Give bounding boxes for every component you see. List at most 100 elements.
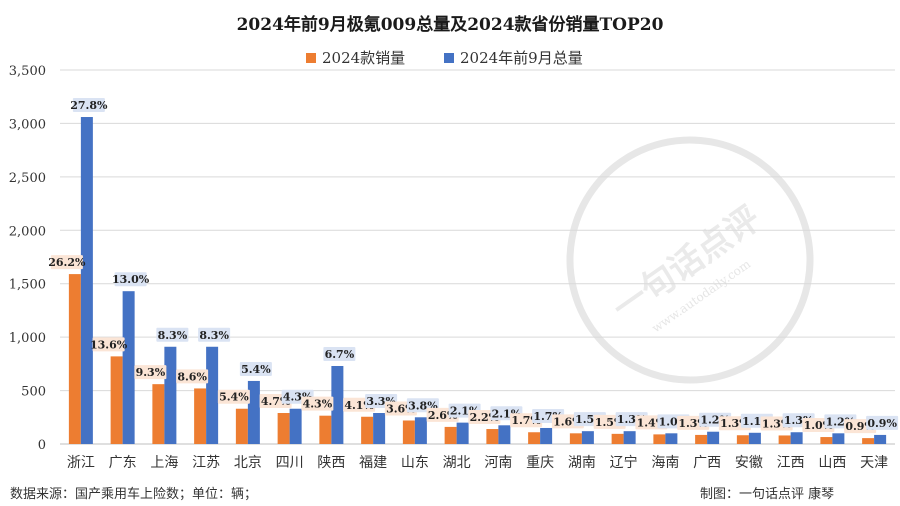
bar-total <box>498 425 511 444</box>
bar-total <box>581 431 594 444</box>
data-label-bg <box>176 369 209 384</box>
data-label-2024-model: 13.6% <box>90 338 128 351</box>
bar-total <box>790 432 803 444</box>
bar-2024-model <box>319 415 332 444</box>
data-label-2024-model: 4.3% <box>303 398 333 411</box>
data-label-total: 0.9% <box>867 417 897 430</box>
y-tick-label: 2,500 <box>9 171 46 186</box>
bar-2024-model <box>820 437 833 444</box>
data-label-bg <box>72 98 105 113</box>
data-labels: 26.2% 27.8% 13.6% 13.0% 9.3% 8.3% 8.6% 8.3% 5.4%… <box>48 98 899 434</box>
bar-total <box>331 365 344 444</box>
bar-total <box>540 427 553 444</box>
bar-2024-model <box>736 435 749 444</box>
footer-source: 数据来源：国产乘用车上险数；单位：辆； <box>10 486 257 502</box>
x-category-label: 天津 <box>860 455 888 471</box>
data-label-bg <box>239 361 272 376</box>
bar-2024-model <box>444 426 457 444</box>
data-label-total: 13.0% <box>112 273 150 286</box>
data-label-bg <box>866 415 899 430</box>
data-label-bg <box>198 327 231 342</box>
data-label-2024-model: 8.6% <box>177 370 207 383</box>
bar-total <box>289 408 302 444</box>
chart-title: 2024年前9月极氪009总量及2024款省份销量TOP20 <box>237 14 664 35</box>
legend-label-2024-model: 2024款销量 <box>322 49 405 67</box>
x-category-label: 广西 <box>693 455 721 471</box>
bar-total <box>80 117 93 444</box>
x-category-label: 安徽 <box>735 455 763 471</box>
x-category-label: 四川 <box>276 455 304 471</box>
footer-credit: 制图：一句话点评 康琴 <box>700 486 834 502</box>
data-label-2024-model: 26.2% <box>48 256 86 269</box>
bar-total <box>748 432 761 444</box>
data-label-total: 6.7% <box>325 348 355 361</box>
x-category-label: 上海 <box>150 455 178 471</box>
data-label-total: 8.3% <box>158 329 188 342</box>
bar-total <box>874 434 887 444</box>
grid-lines <box>60 69 895 445</box>
legend-label-total: 2024年前9月总量 <box>460 49 583 67</box>
bar-2024-model <box>402 420 415 444</box>
legend-swatch-2024-model <box>306 53 316 63</box>
y-tick-label: 2,000 <box>9 224 46 239</box>
x-category-label: 辽宁 <box>610 454 638 471</box>
y-tick-label: 1,000 <box>9 331 46 346</box>
x-category-label: 浙江 <box>67 455 95 471</box>
bars <box>68 117 887 444</box>
x-category-label: 湖北 <box>443 455 471 471</box>
bar-total <box>665 433 678 444</box>
bar-2024-model <box>862 438 875 444</box>
x-category-label: 山西 <box>818 455 846 471</box>
data-label-2024-model: 5.4% <box>219 391 249 404</box>
data-label-total: 27.8% <box>70 99 108 112</box>
x-category-label: 江苏 <box>192 455 220 471</box>
data-label-total: 5.4% <box>241 363 271 376</box>
data-label-2024-model: 9.3% <box>136 366 166 379</box>
watermark: 一句话点评 www.autodaily.com <box>566 136 814 384</box>
y-tick-label: 3,500 <box>9 64 46 79</box>
bar-2024-model <box>569 433 582 444</box>
x-category-label: 广东 <box>109 455 137 471</box>
data-label-bg <box>156 327 189 342</box>
bar-2024-model <box>194 388 207 444</box>
x-category-label: 湖南 <box>568 455 596 471</box>
data-label-bg <box>92 337 125 352</box>
data-label-bg <box>301 396 334 411</box>
bar-total <box>414 417 427 444</box>
bar-total <box>832 433 845 444</box>
bar-total <box>623 431 636 444</box>
bar-2024-model <box>68 274 81 444</box>
x-axis-categories: 浙江 广东 上海 江苏 北京 四川 陕西 福建 山东 湖北 河南 重庆 湖南 辽宁 海南 广西 安徽 江西 山西 天津 <box>67 454 888 471</box>
x-category-label: 山东 <box>401 455 429 471</box>
y-tick-label: 500 <box>21 385 46 400</box>
bar-total <box>456 422 469 444</box>
x-category-label: 重庆 <box>526 455 554 471</box>
y-tick-label: 3,000 <box>9 117 46 132</box>
bar-total <box>164 346 177 444</box>
x-category-label: 江西 <box>777 455 805 471</box>
x-category-label: 海南 <box>651 455 679 471</box>
data-label-bg <box>134 365 167 380</box>
data-label-bg <box>217 389 250 404</box>
bar-total <box>206 346 219 444</box>
data-label-bg <box>323 346 356 361</box>
data-label-bg <box>50 255 83 270</box>
legend-swatch-total <box>444 53 454 63</box>
y-tick-label: 1,500 <box>9 278 46 293</box>
x-category-label: 陕西 <box>317 455 345 471</box>
bar-2024-model <box>235 408 248 444</box>
bar-2024-model <box>277 413 290 444</box>
x-category-label: 福建 <box>359 455 387 471</box>
bar-2024-model <box>152 384 165 444</box>
y-axis-ticks: 0 500 1,000 1,500 2,000 2,500 3,000 3,500 <box>9 64 46 453</box>
bar-2024-model <box>778 435 791 444</box>
bar-2024-model <box>695 434 708 444</box>
bar-2024-model <box>110 356 123 444</box>
bar-total <box>373 413 386 444</box>
x-category-label: 北京 <box>234 455 262 471</box>
data-label-bg <box>114 272 147 287</box>
data-label-total: 8.3% <box>199 329 229 342</box>
bar-total <box>122 291 135 444</box>
bar-2024-model <box>611 433 624 444</box>
